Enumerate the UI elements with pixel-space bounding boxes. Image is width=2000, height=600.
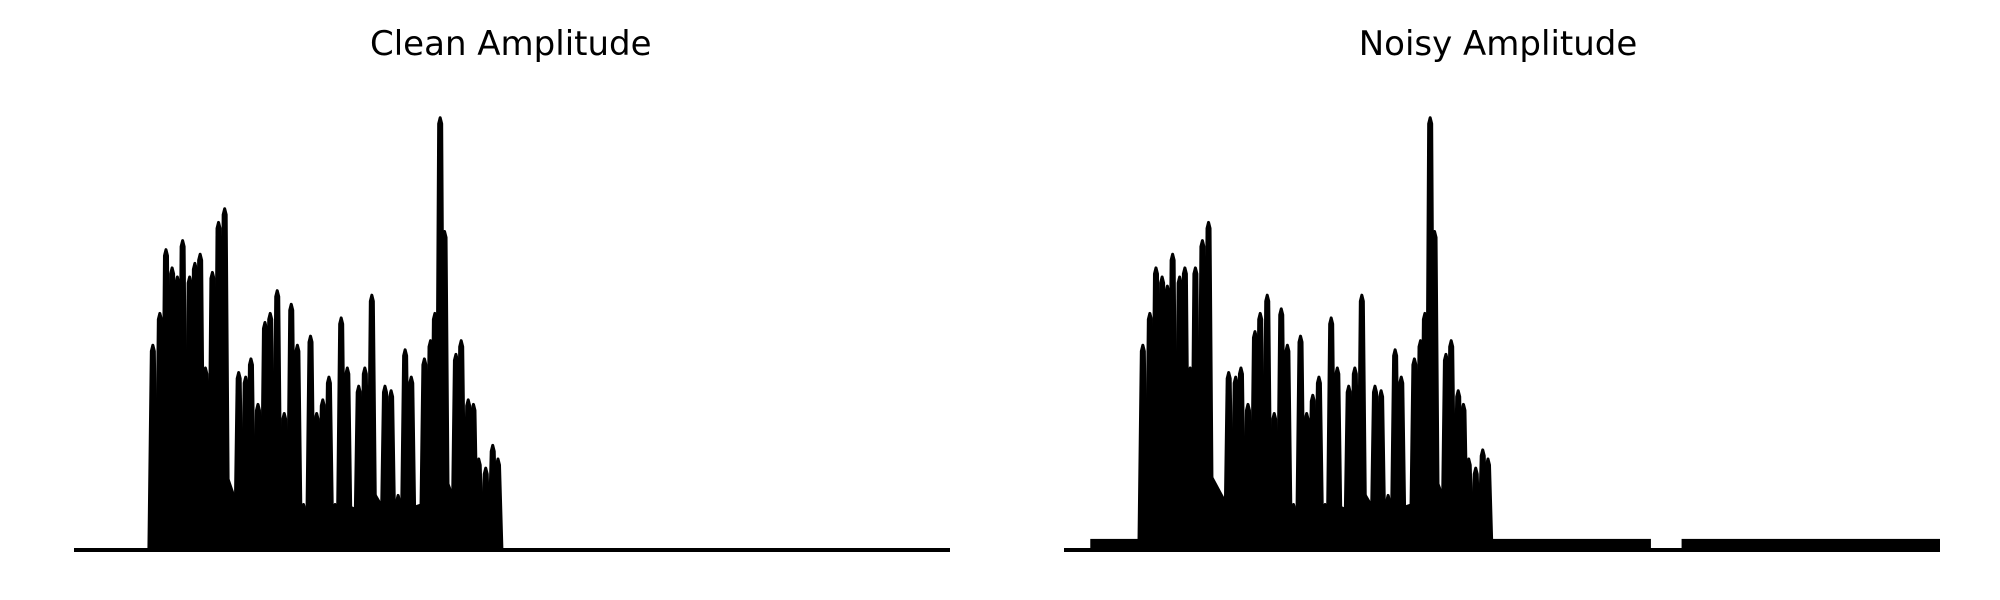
chart-title-clean: Clean Amplitude — [370, 24, 652, 64]
waveform-body — [1141, 441, 1494, 550]
noisy-amplitude-panel — [1064, 116, 1940, 552]
chart-title-noisy: Noisy Amplitude — [1358, 24, 1638, 64]
waveform-body — [151, 441, 504, 550]
noise-floor-segment — [1681, 538, 1940, 550]
clean-amplitude-panel — [74, 116, 950, 552]
